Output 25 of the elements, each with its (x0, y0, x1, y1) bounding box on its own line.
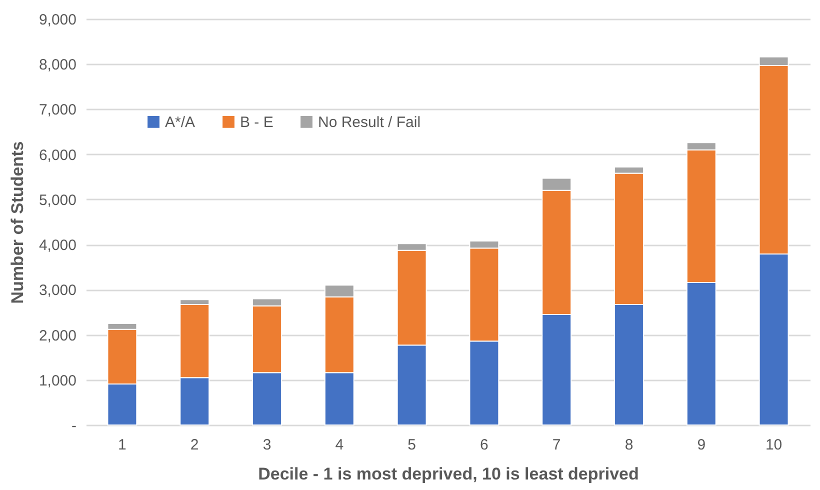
x-tick-label: 9 (697, 436, 706, 454)
x-tick-label: 10 (765, 436, 782, 454)
y-tick-label: 3,000 (38, 282, 76, 300)
y-tick-label: 7,000 (38, 102, 76, 119)
y-tick-label: 2,000 (38, 327, 76, 344)
x-tick-label: 8 (624, 436, 634, 454)
x-tick-label: 7 (552, 436, 561, 454)
y-tick-label: 4,000 (38, 237, 76, 254)
legend-label: B - E (240, 114, 274, 131)
x-tick-label: 2 (190, 436, 199, 454)
y-tick-label: 1,000 (38, 372, 76, 390)
y-axis-title: Number of Students (8, 141, 27, 304)
legend-label: A*/A (165, 114, 196, 131)
y-tick-label: 5,000 (38, 192, 76, 209)
y-tick-label: 8,000 (38, 56, 76, 74)
x-tick-label: 6 (480, 436, 488, 454)
y-tick-label: - (72, 418, 76, 434)
x-tick-label: 5 (408, 436, 416, 454)
y-tick-label: 9,000 (38, 12, 76, 28)
x-tick-label: 1 (118, 436, 126, 454)
y-tick-label: 6,000 (38, 146, 76, 164)
x-axis-title: Decile - 1 is most deprived, 10 is least deprived (258, 464, 639, 484)
x-tick-label: 3 (262, 436, 272, 454)
legend-label: No Result / Fail (318, 114, 421, 131)
x-tick-label: 4 (335, 436, 344, 454)
